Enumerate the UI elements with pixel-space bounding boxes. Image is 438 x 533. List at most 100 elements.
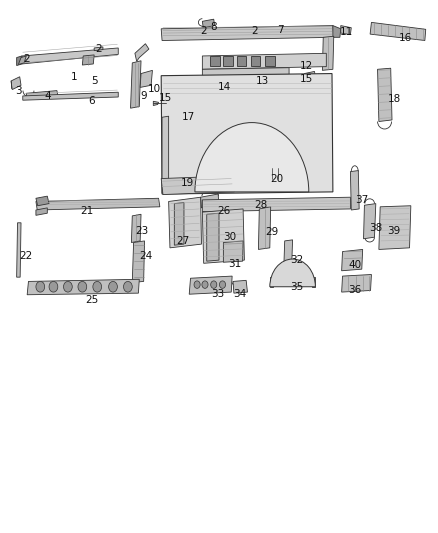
Text: 26: 26 (217, 206, 230, 215)
Polygon shape (270, 166, 291, 180)
Circle shape (194, 281, 200, 288)
Text: 28: 28 (254, 200, 267, 210)
Text: 27: 27 (177, 236, 190, 246)
Polygon shape (132, 241, 145, 282)
Polygon shape (364, 204, 376, 239)
Polygon shape (11, 77, 21, 90)
Polygon shape (22, 48, 118, 64)
Polygon shape (161, 176, 234, 195)
Polygon shape (312, 277, 315, 287)
Polygon shape (258, 207, 271, 249)
Circle shape (78, 281, 87, 292)
Polygon shape (201, 194, 219, 208)
Text: 24: 24 (139, 251, 152, 261)
Polygon shape (17, 56, 22, 66)
Text: 10: 10 (148, 84, 161, 94)
Text: 34: 34 (233, 289, 247, 299)
Polygon shape (202, 197, 350, 212)
Polygon shape (378, 68, 392, 122)
Text: 39: 39 (388, 226, 401, 236)
Text: 6: 6 (88, 96, 95, 106)
Circle shape (36, 281, 45, 292)
Text: 9: 9 (140, 91, 147, 101)
Polygon shape (251, 56, 260, 66)
Polygon shape (18, 56, 26, 64)
Text: 35: 35 (290, 282, 304, 292)
Circle shape (211, 281, 217, 288)
Text: 15: 15 (300, 74, 313, 84)
Text: 12: 12 (300, 61, 313, 71)
Text: 21: 21 (80, 206, 93, 215)
Polygon shape (26, 91, 58, 99)
Text: 25: 25 (85, 295, 99, 304)
Text: 36: 36 (348, 286, 361, 295)
Polygon shape (189, 276, 232, 294)
Circle shape (109, 281, 117, 292)
Text: 2: 2 (23, 54, 30, 63)
Polygon shape (153, 101, 159, 106)
Polygon shape (131, 214, 141, 243)
Text: 18: 18 (388, 94, 401, 103)
Polygon shape (36, 198, 160, 210)
Polygon shape (202, 68, 289, 76)
Polygon shape (342, 274, 371, 292)
Polygon shape (350, 171, 359, 210)
Text: 5: 5 (91, 76, 98, 86)
Polygon shape (265, 56, 275, 66)
Text: 2: 2 (95, 44, 102, 54)
Polygon shape (270, 277, 273, 287)
Text: 16: 16 (399, 34, 412, 43)
Text: 37: 37 (355, 195, 368, 205)
Text: 7: 7 (277, 26, 284, 35)
Text: 8: 8 (210, 22, 217, 31)
Text: 22: 22 (19, 251, 32, 261)
Polygon shape (304, 71, 315, 79)
Polygon shape (202, 209, 244, 263)
Text: 3: 3 (15, 86, 22, 95)
Text: 14: 14 (218, 83, 231, 92)
Text: 2: 2 (200, 26, 207, 36)
Text: 33: 33 (212, 289, 225, 299)
Polygon shape (36, 208, 47, 215)
Polygon shape (207, 213, 219, 261)
Circle shape (202, 281, 208, 288)
Text: 32: 32 (290, 255, 304, 265)
Polygon shape (322, 36, 334, 70)
Polygon shape (237, 56, 246, 66)
Text: 2: 2 (251, 26, 258, 36)
Polygon shape (169, 197, 201, 248)
Text: 17: 17 (182, 112, 195, 122)
Polygon shape (17, 223, 21, 277)
Circle shape (49, 281, 58, 292)
Polygon shape (223, 241, 243, 262)
Polygon shape (333, 26, 341, 37)
Text: 31: 31 (228, 259, 241, 269)
Text: 13: 13 (256, 76, 269, 86)
Text: 15: 15 (159, 93, 172, 102)
Polygon shape (94, 47, 103, 51)
Polygon shape (82, 55, 94, 65)
Polygon shape (27, 279, 139, 295)
Polygon shape (162, 116, 169, 193)
Polygon shape (36, 196, 49, 206)
Text: 29: 29 (265, 227, 278, 237)
Polygon shape (284, 240, 293, 266)
Polygon shape (140, 70, 152, 87)
Circle shape (64, 281, 72, 292)
Text: 4: 4 (45, 91, 52, 101)
Wedge shape (270, 259, 315, 287)
Polygon shape (174, 203, 184, 245)
Text: 19: 19 (181, 179, 194, 188)
Text: 30: 30 (223, 232, 237, 242)
Polygon shape (202, 19, 215, 28)
Polygon shape (161, 74, 333, 194)
Text: 23: 23 (136, 226, 149, 236)
Wedge shape (195, 123, 309, 192)
Polygon shape (342, 249, 363, 271)
Polygon shape (379, 206, 411, 249)
Text: 11: 11 (340, 27, 353, 37)
Circle shape (93, 281, 102, 292)
Circle shape (219, 281, 226, 288)
Text: 1: 1 (71, 72, 78, 82)
Text: 20: 20 (270, 174, 283, 183)
